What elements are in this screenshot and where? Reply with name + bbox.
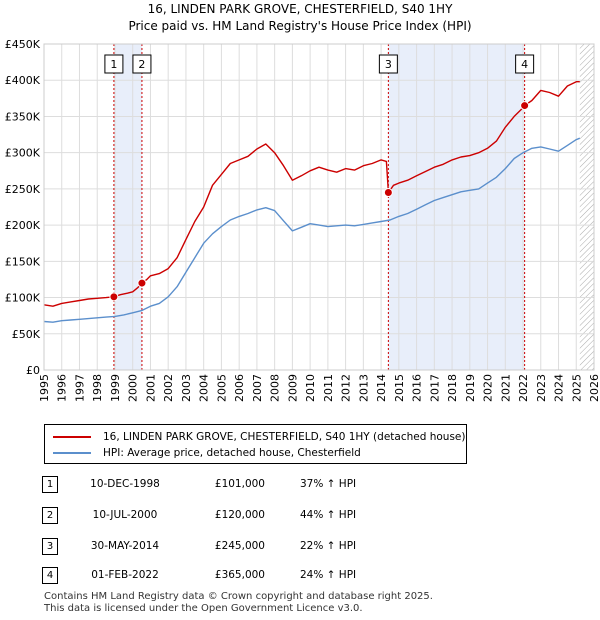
y-tick-label: £250K [5, 183, 41, 196]
y-tick-label: £300K [5, 147, 41, 160]
legend-item-hpi: HPI: Average price, detached house, Ches… [53, 447, 361, 459]
sale-point [383, 188, 393, 198]
plot-frame [43, 43, 595, 371]
x-tick-label: 2021 [499, 374, 512, 402]
y-tick-label: £50K [12, 328, 41, 341]
transaction-hpi-diff: 37% ↑ HPI [300, 478, 357, 490]
x-tick-label: 2025 [570, 374, 583, 402]
transaction-number: 4 [42, 567, 58, 584]
y-tick-label: £100K [5, 292, 41, 305]
legend-label-property: 16, LINDEN PARK GROVE, CHESTERFIELD, S40… [103, 431, 466, 443]
transaction-number: 1 [42, 476, 58, 493]
x-tick-label: 1999 [109, 374, 122, 402]
y-tick-label: £400K [5, 74, 41, 87]
sale-label-number: 2 [138, 58, 145, 71]
transaction-price: £101,000 [214, 478, 265, 490]
transaction-row: 3 30-MAY-2014 £245,000 22% ↑ HPI [0, 538, 600, 558]
y-tick-label: £0 [26, 364, 40, 377]
legend-item-property: 16, LINDEN PARK GROVE, CHESTERFIELD, S40… [53, 431, 465, 443]
sale-label-box [515, 54, 535, 74]
transaction-date: 01-FEB-2022 [91, 569, 159, 581]
x-tick-label: 2017 [428, 374, 441, 402]
sale-point [520, 101, 530, 111]
x-tick-label: 1995 [38, 374, 51, 402]
x-tick-label: 2026 [588, 374, 600, 402]
transaction-number: 2 [42, 507, 58, 524]
legend-swatch-property [53, 436, 91, 438]
x-tick-label: 2018 [446, 374, 459, 402]
transaction-hpi-diff: 24% ↑ HPI [300, 569, 357, 581]
sale-label-number: 3 [385, 58, 392, 71]
x-tick-label: 2002 [162, 374, 175, 402]
transaction-price: £365,000 [214, 569, 265, 581]
x-tick-label: 2001 [144, 374, 157, 402]
x-tick-label: 2013 [357, 374, 370, 402]
shaded-range [113, 44, 142, 370]
x-tick-label: 2004 [198, 374, 211, 402]
x-tick-label: 2007 [251, 374, 264, 402]
footer-licence: This data is licensed under the Open Gov… [44, 603, 363, 614]
x-tick-label: 2014 [375, 374, 388, 402]
transaction-hpi-diff: 22% ↑ HPI [300, 540, 357, 552]
x-tick-label: 2016 [411, 374, 424, 402]
transaction-date: 10-JUL-2000 [92, 509, 158, 521]
transaction-price: £120,000 [214, 509, 265, 521]
y-tick-label: £450K [5, 38, 41, 51]
x-tick-label: 2020 [482, 374, 495, 402]
y-tick-label: £350K [5, 110, 41, 123]
x-tick-label: 2005 [215, 374, 228, 402]
x-tick-label: 2010 [304, 374, 317, 402]
x-tick-label: 1998 [91, 374, 104, 402]
hpi-line [43, 137, 581, 323]
x-tick-label: 2023 [535, 374, 548, 402]
x-tick-label: 2008 [269, 374, 282, 402]
x-tick-label: 1996 [56, 374, 69, 402]
transaction-row: 4 01-FEB-2022 £365,000 24% ↑ HPI [0, 567, 600, 587]
chart-subtitle: Price paid vs. HM Land Registry's House … [128, 19, 472, 33]
x-tick-label: 2024 [553, 374, 566, 402]
sale-point [137, 278, 147, 288]
transaction-date: 10-DEC-1998 [90, 478, 160, 490]
y-tick-label: £200K [5, 219, 41, 232]
transaction-hpi-diff: 44% ↑ HPI [300, 509, 357, 521]
sale-label-box [132, 54, 152, 74]
forecast-hatch [579, 44, 594, 370]
transaction-price: £245,000 [214, 540, 265, 552]
chart-title: 16, LINDEN PARK GROVE, CHESTERFIELD, S40… [147, 2, 453, 16]
property-price-line [43, 81, 580, 307]
chart-legend: 16, LINDEN PARK GROVE, CHESTERFIELD, S40… [44, 424, 467, 464]
transaction-date: 30-MAY-2014 [90, 540, 160, 552]
transaction-row: 1 10-DEC-1998 £101,000 37% ↑ HPI [0, 476, 600, 496]
y-tick-label: £150K [5, 255, 41, 268]
x-tick-label: 2006 [233, 374, 246, 402]
x-tick-label: 2000 [127, 374, 140, 402]
x-tick-label: 2011 [322, 374, 335, 402]
x-tick-label: 2003 [180, 374, 193, 402]
price-chart: 1 2 3 4 £0 £50K £100K £150K £200K £250K £300K £350… [5, 38, 600, 402]
x-tick-label: 2015 [393, 374, 406, 402]
legend-swatch-hpi [53, 452, 91, 454]
sale-label-number: 1 [110, 58, 117, 71]
transaction-number: 3 [42, 538, 58, 555]
transaction-row: 2 10-JUL-2000 £120,000 44% ↑ HPI [0, 507, 600, 527]
sale-point [109, 292, 119, 302]
x-tick-label: 2019 [464, 374, 477, 402]
x-tick-label: 2012 [340, 374, 353, 402]
x-tick-label: 1997 [73, 374, 86, 402]
sale-label-number: 4 [521, 58, 528, 71]
shaded-range [388, 44, 525, 370]
footer-copyright: Contains HM Land Registry data © Crown c… [44, 591, 433, 602]
sale-label-box [104, 54, 124, 74]
x-tick-label: 2022 [517, 374, 530, 402]
legend-label-hpi: HPI: Average price, detached house, Ches… [103, 447, 361, 459]
sale-label-box [378, 54, 398, 74]
x-tick-label: 2009 [286, 374, 299, 402]
